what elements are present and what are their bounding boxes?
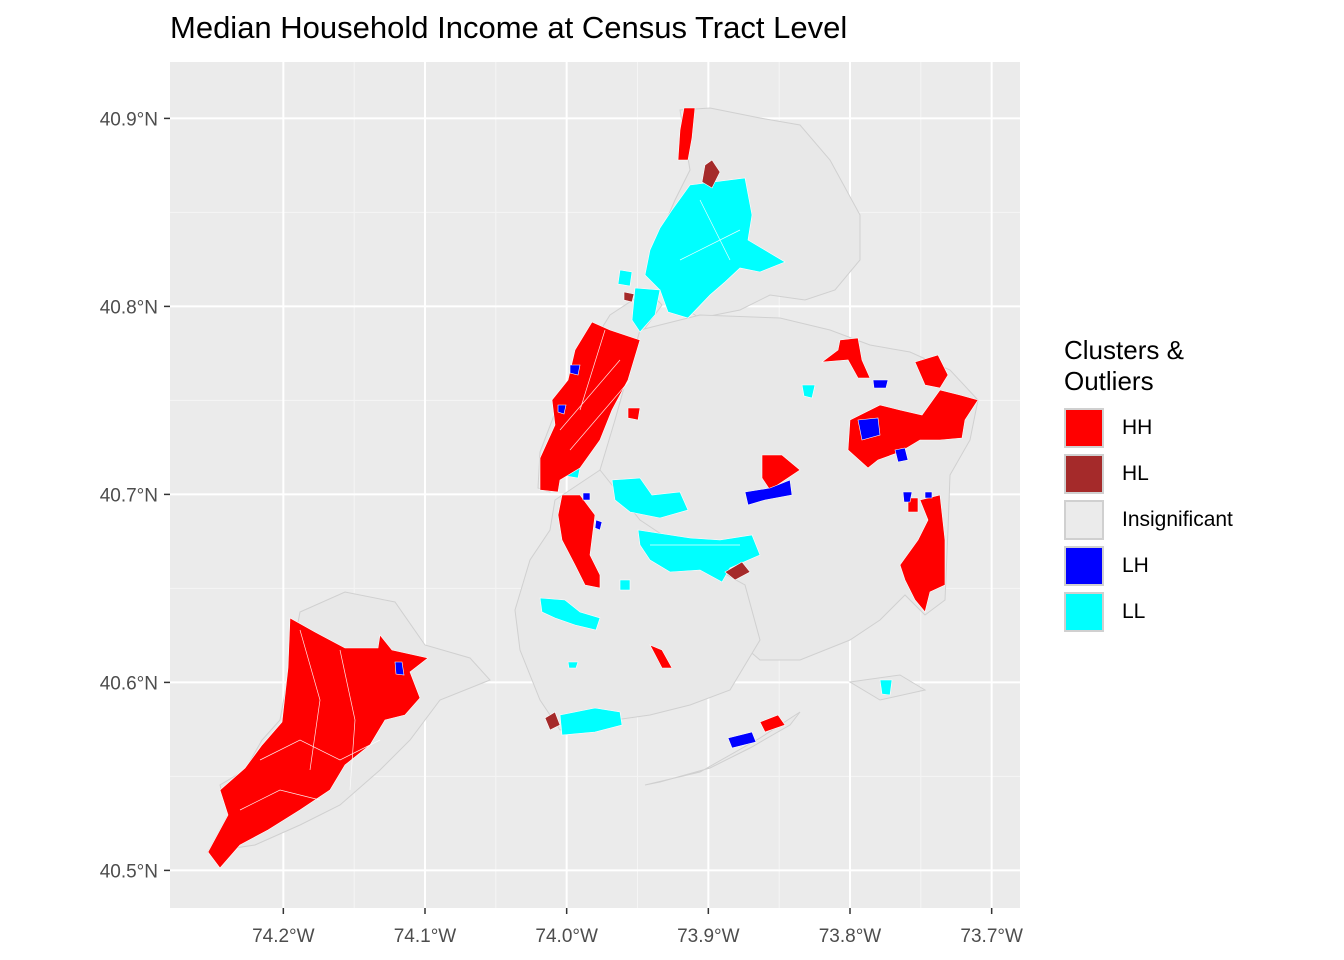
hh-queens-small-b bbox=[907, 497, 919, 513]
y-tick-label: 40.5°N bbox=[100, 861, 158, 882]
lh-queens-small-e bbox=[924, 491, 933, 499]
hl-bronx-outlier bbox=[701, 159, 721, 189]
legend: Clusters & Outliers HH HL Insignificant … bbox=[1064, 335, 1244, 635]
hh-upper-manhattan-cluster bbox=[539, 321, 641, 493]
hl-coneyisland-outlier bbox=[544, 711, 561, 731]
ll-harlem-cluster bbox=[631, 287, 661, 333]
ll-sunsetpark-cluster bbox=[539, 597, 601, 631]
legend-key-insignificant bbox=[1064, 500, 1104, 540]
ll-bronx-edge bbox=[617, 269, 633, 287]
legend-item-hl: HL bbox=[1064, 451, 1244, 497]
axis-ticks: 74.2°W 74.1°W 74.0°W 73.9°W 73.8°W 73.7°W 40.9… bbox=[100, 109, 1023, 947]
lh-queens-jamaica bbox=[744, 479, 793, 506]
legend-item-lh: LH bbox=[1064, 543, 1244, 589]
ll-small-c bbox=[619, 579, 631, 591]
lh-manhattan-outlier-a bbox=[569, 364, 581, 376]
hh-queens-small bbox=[627, 407, 641, 421]
hh-queens-northeast bbox=[847, 389, 979, 469]
chart-title: Median Household Income at Census Tract … bbox=[170, 10, 848, 45]
legend-label-insignificant: Insignificant bbox=[1122, 508, 1233, 531]
y-tick-label: 40.9°N bbox=[100, 109, 158, 130]
y-tick-label: 40.6°N bbox=[100, 673, 158, 694]
lh-queens-bayside-outlier bbox=[872, 379, 889, 389]
legend-label-hh: HH bbox=[1122, 416, 1153, 439]
lh-queens-small-d bbox=[902, 491, 913, 503]
hh-brooklyn-heights-cluster bbox=[557, 494, 601, 589]
ll-small-b bbox=[801, 384, 816, 399]
hl-outliers bbox=[544, 159, 751, 731]
hh-queens-douglaston bbox=[914, 354, 949, 389]
lh-staten-outlier bbox=[394, 661, 405, 676]
hh-queens-southeast bbox=[899, 494, 946, 613]
legend-item-hh: HH bbox=[1064, 405, 1244, 451]
hh-riverdale-cluster bbox=[677, 107, 696, 161]
tract-boundary-lines bbox=[239, 199, 741, 811]
ll-rockaway-cluster bbox=[879, 679, 893, 696]
hh-queens-bayside bbox=[820, 337, 871, 379]
x-tick-label: 73.8°W bbox=[819, 926, 882, 947]
hl-harlem-outlier bbox=[623, 291, 635, 303]
lh-manhattan-outlier-b bbox=[557, 404, 567, 415]
ll-coneyisland-cluster bbox=[559, 707, 623, 736]
hh-staten-island-cluster bbox=[207, 617, 429, 869]
x-tick-label: 74.2°W bbox=[252, 926, 315, 947]
ll-eastny-cluster bbox=[637, 529, 761, 583]
legend-label-lh: LH bbox=[1122, 554, 1149, 577]
legend-key-ll bbox=[1064, 592, 1104, 632]
hh-brooklyn-south bbox=[649, 644, 673, 669]
y-tick-label: 40.7°N bbox=[100, 485, 158, 506]
ll-small-d bbox=[567, 661, 579, 669]
hl-brooklyn-outlier bbox=[724, 561, 751, 581]
lh-brooklyn-small-b bbox=[594, 519, 603, 531]
ll-bronx-cluster bbox=[644, 177, 786, 319]
lh-queens-small-c bbox=[894, 447, 909, 463]
lh-outliers bbox=[394, 364, 933, 749]
x-tick-label: 73.9°W bbox=[677, 926, 740, 947]
legend-key-lh bbox=[1064, 546, 1104, 586]
ll-clusters bbox=[539, 177, 893, 736]
legend-item-ll: LL bbox=[1064, 589, 1244, 635]
x-tick-label: 73.7°W bbox=[960, 926, 1023, 947]
lh-rockaway-outlier bbox=[727, 731, 757, 749]
legend-item-insignificant: Insignificant bbox=[1064, 497, 1244, 543]
legend-label-ll: LL bbox=[1122, 600, 1146, 623]
y-tick-label: 40.8°N bbox=[100, 297, 158, 318]
legend-key-hh bbox=[1064, 408, 1104, 448]
hh-clusters bbox=[207, 107, 979, 869]
x-tick-label: 74.1°W bbox=[394, 926, 457, 947]
lh-brooklyn-small bbox=[582, 492, 591, 501]
legend-label-hl: HL bbox=[1122, 462, 1149, 485]
legend-key-hl bbox=[1064, 454, 1104, 494]
legend-title: Clusters & Outliers bbox=[1064, 335, 1184, 396]
ll-bedstuy-cluster bbox=[611, 477, 689, 519]
x-tick-label: 74.0°W bbox=[535, 926, 598, 947]
rockaway-shape bbox=[644, 711, 801, 786]
hh-rockaway-cluster bbox=[759, 714, 786, 733]
hh-queens-forest-hills bbox=[761, 454, 801, 491]
lh-queens-flushing bbox=[857, 417, 881, 441]
